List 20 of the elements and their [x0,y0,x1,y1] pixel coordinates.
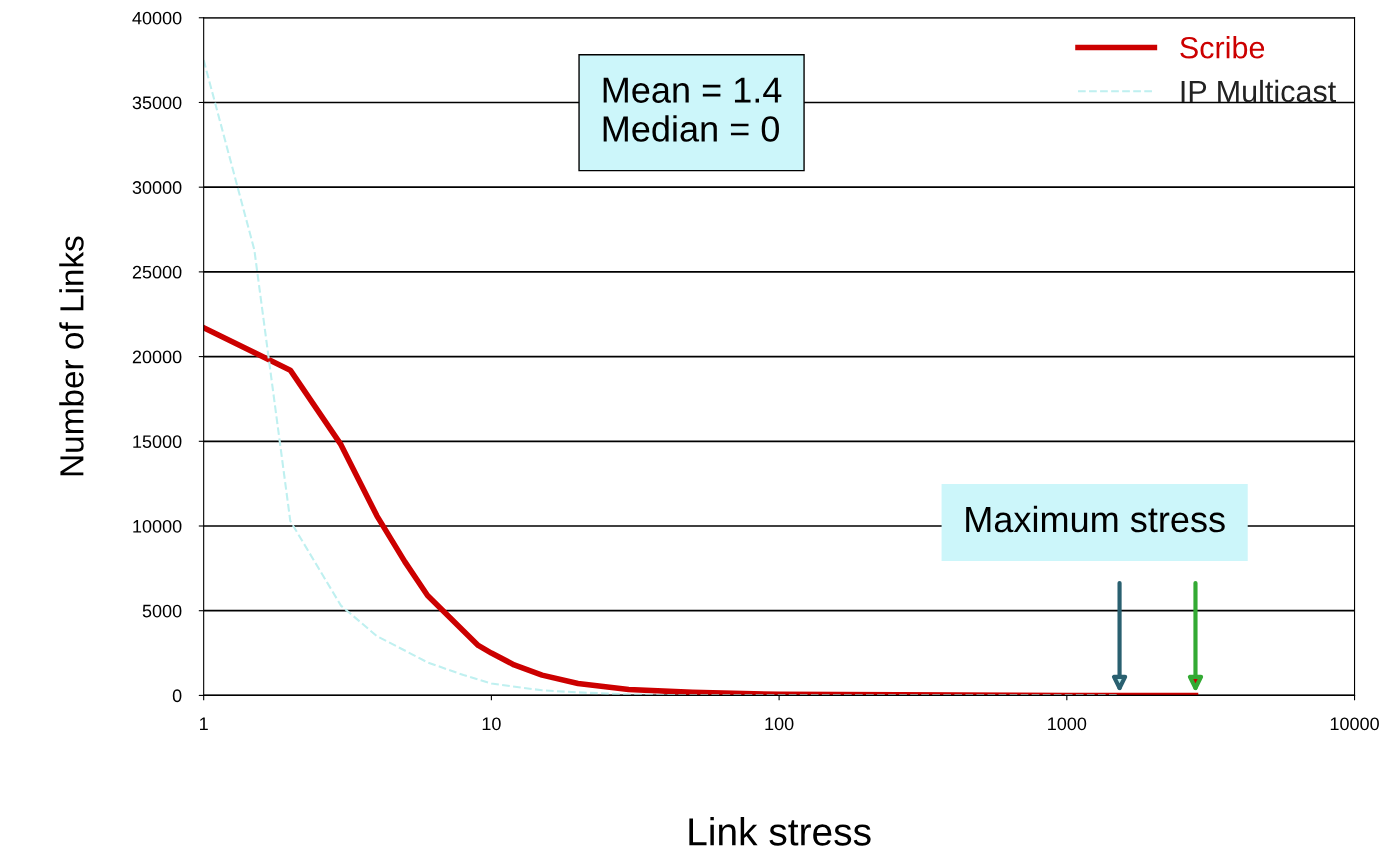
legend-label: IP Multicast [1181,79,1336,103]
annotation: Mean = 1.4 Median = 0 [603,77,782,142]
y-tick-label: 40000 [132,11,182,25]
x-tick-label: 1 [200,717,208,731]
x-tick-label: 10000 [1330,717,1379,731]
y-axis-title: Number of Links [59,236,84,476]
y-tick-label: 20000 [132,350,182,364]
x-tick-label: 100 [765,717,794,731]
y-tick-label: 35000 [132,96,182,110]
y-tick-label: 10000 [133,519,182,533]
y-tick-label: 0 [172,689,182,703]
annotation: Maximum stress [966,505,1225,533]
x-tick-label: 10 [482,717,501,731]
legend-label: Scribe [1180,36,1265,59]
x-tick-label: 1000 [1048,717,1087,731]
x-axis-title: Link stress [689,817,871,846]
y-tick-label: 5000 [142,604,182,618]
y-tick-label: 30000 [132,181,182,194]
y-tick-label: 25000 [132,265,182,279]
y-tick-label: 15000 [133,435,182,449]
